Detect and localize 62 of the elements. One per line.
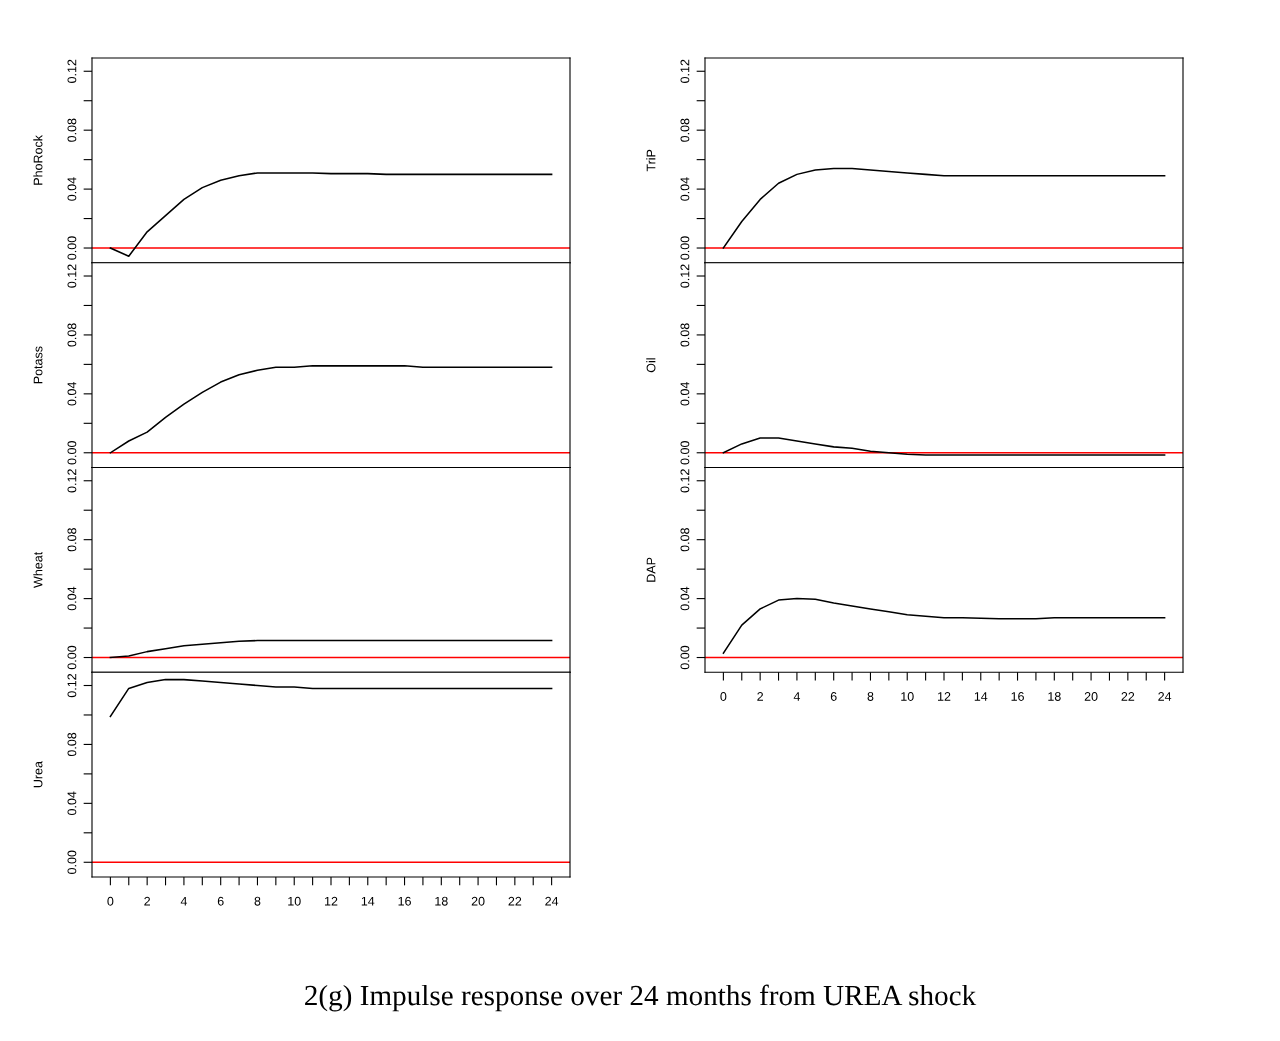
y-tick-label: 0.08 xyxy=(680,323,690,347)
x-tick-label: 16 xyxy=(398,896,411,906)
y-tick-label: 0.08 xyxy=(680,118,690,142)
x-tick-label: 6 xyxy=(217,896,224,906)
x-tick-label: 12 xyxy=(325,896,338,906)
y-axis-title: Potass xyxy=(33,346,43,384)
y-tick-label: 0.00 xyxy=(680,441,690,465)
y-axis-title: Urea xyxy=(33,761,43,788)
y-tick-label: 0.00 xyxy=(67,441,77,465)
x-tick-label: 2 xyxy=(144,896,150,906)
y-tick-label: 0.12 xyxy=(67,264,77,288)
x-tick-label: 8 xyxy=(254,896,261,906)
y-tick-label: 0.04 xyxy=(680,382,690,406)
y-tick-label: 0.00 xyxy=(67,645,77,670)
y-tick-label: 0.00 xyxy=(67,850,77,874)
y-tick-label: 0.08 xyxy=(67,118,77,142)
y-tick-label: 0.12 xyxy=(680,59,690,83)
y-tick-label: 0.04 xyxy=(680,586,690,611)
y-tick-label: 0.12 xyxy=(680,264,690,288)
y-tick-label: 0.04 xyxy=(67,177,77,201)
y-axis-title: Oil xyxy=(646,358,656,373)
y-tick-label: 0.04 xyxy=(67,382,77,406)
y-tick-label: 0.00 xyxy=(67,236,77,260)
y-tick-label: 0.00 xyxy=(680,645,690,670)
y-tick-label: 0.12 xyxy=(680,469,690,493)
x-tick-label: 10 xyxy=(901,692,914,701)
y-axis-title: TriP xyxy=(646,149,656,172)
x-tick-label: 16 xyxy=(1011,692,1024,701)
y-tick-label: 0.04 xyxy=(67,586,77,611)
y-axis-title: DAP xyxy=(646,557,656,582)
x-tick-label: 0 xyxy=(107,896,114,906)
y-tick-label: 0.08 xyxy=(67,528,77,552)
x-tick-label: 10 xyxy=(288,896,301,906)
y-tick-label: 0.08 xyxy=(67,732,77,757)
y-tick-label: 0.08 xyxy=(680,528,690,552)
x-tick-label: 18 xyxy=(1048,692,1061,701)
x-tick-label: 4 xyxy=(793,692,801,701)
x-tick-label: 6 xyxy=(830,692,837,701)
y-axis-title: Wheat xyxy=(33,551,43,588)
y-tick-label: 0.08 xyxy=(67,323,77,347)
y-tick-label: 0.12 xyxy=(67,469,77,493)
y-tick-label: 0.12 xyxy=(67,673,77,698)
x-tick-label: 22 xyxy=(508,896,522,906)
y-tick-label: 0.04 xyxy=(680,177,690,201)
x-tick-label: 14 xyxy=(974,692,988,701)
x-tick-label: 20 xyxy=(471,896,485,906)
y-tick-label: 0.00 xyxy=(680,236,690,260)
x-tick-label: 18 xyxy=(435,896,448,906)
y-tick-label: 0.04 xyxy=(67,791,77,816)
x-tick-label: 14 xyxy=(361,896,375,906)
text: 2(g) Impulse response over 24 months from UREA shock xyxy=(305,984,977,1012)
x-tick-label: 24 xyxy=(545,896,559,906)
y-tick-label: 0.12 xyxy=(67,59,77,83)
x-tick-label: 22 xyxy=(1121,692,1135,701)
x-tick-label: 8 xyxy=(867,692,874,701)
x-tick-label: 24 xyxy=(1158,692,1172,701)
x-tick-label: 4 xyxy=(180,896,188,906)
x-tick-label: 20 xyxy=(1084,692,1098,701)
x-tick-label: 12 xyxy=(938,692,951,701)
x-tick-label: 0 xyxy=(720,692,727,701)
y-axis-title: PhoRock xyxy=(33,135,43,185)
x-tick-label: 2 xyxy=(757,692,763,701)
